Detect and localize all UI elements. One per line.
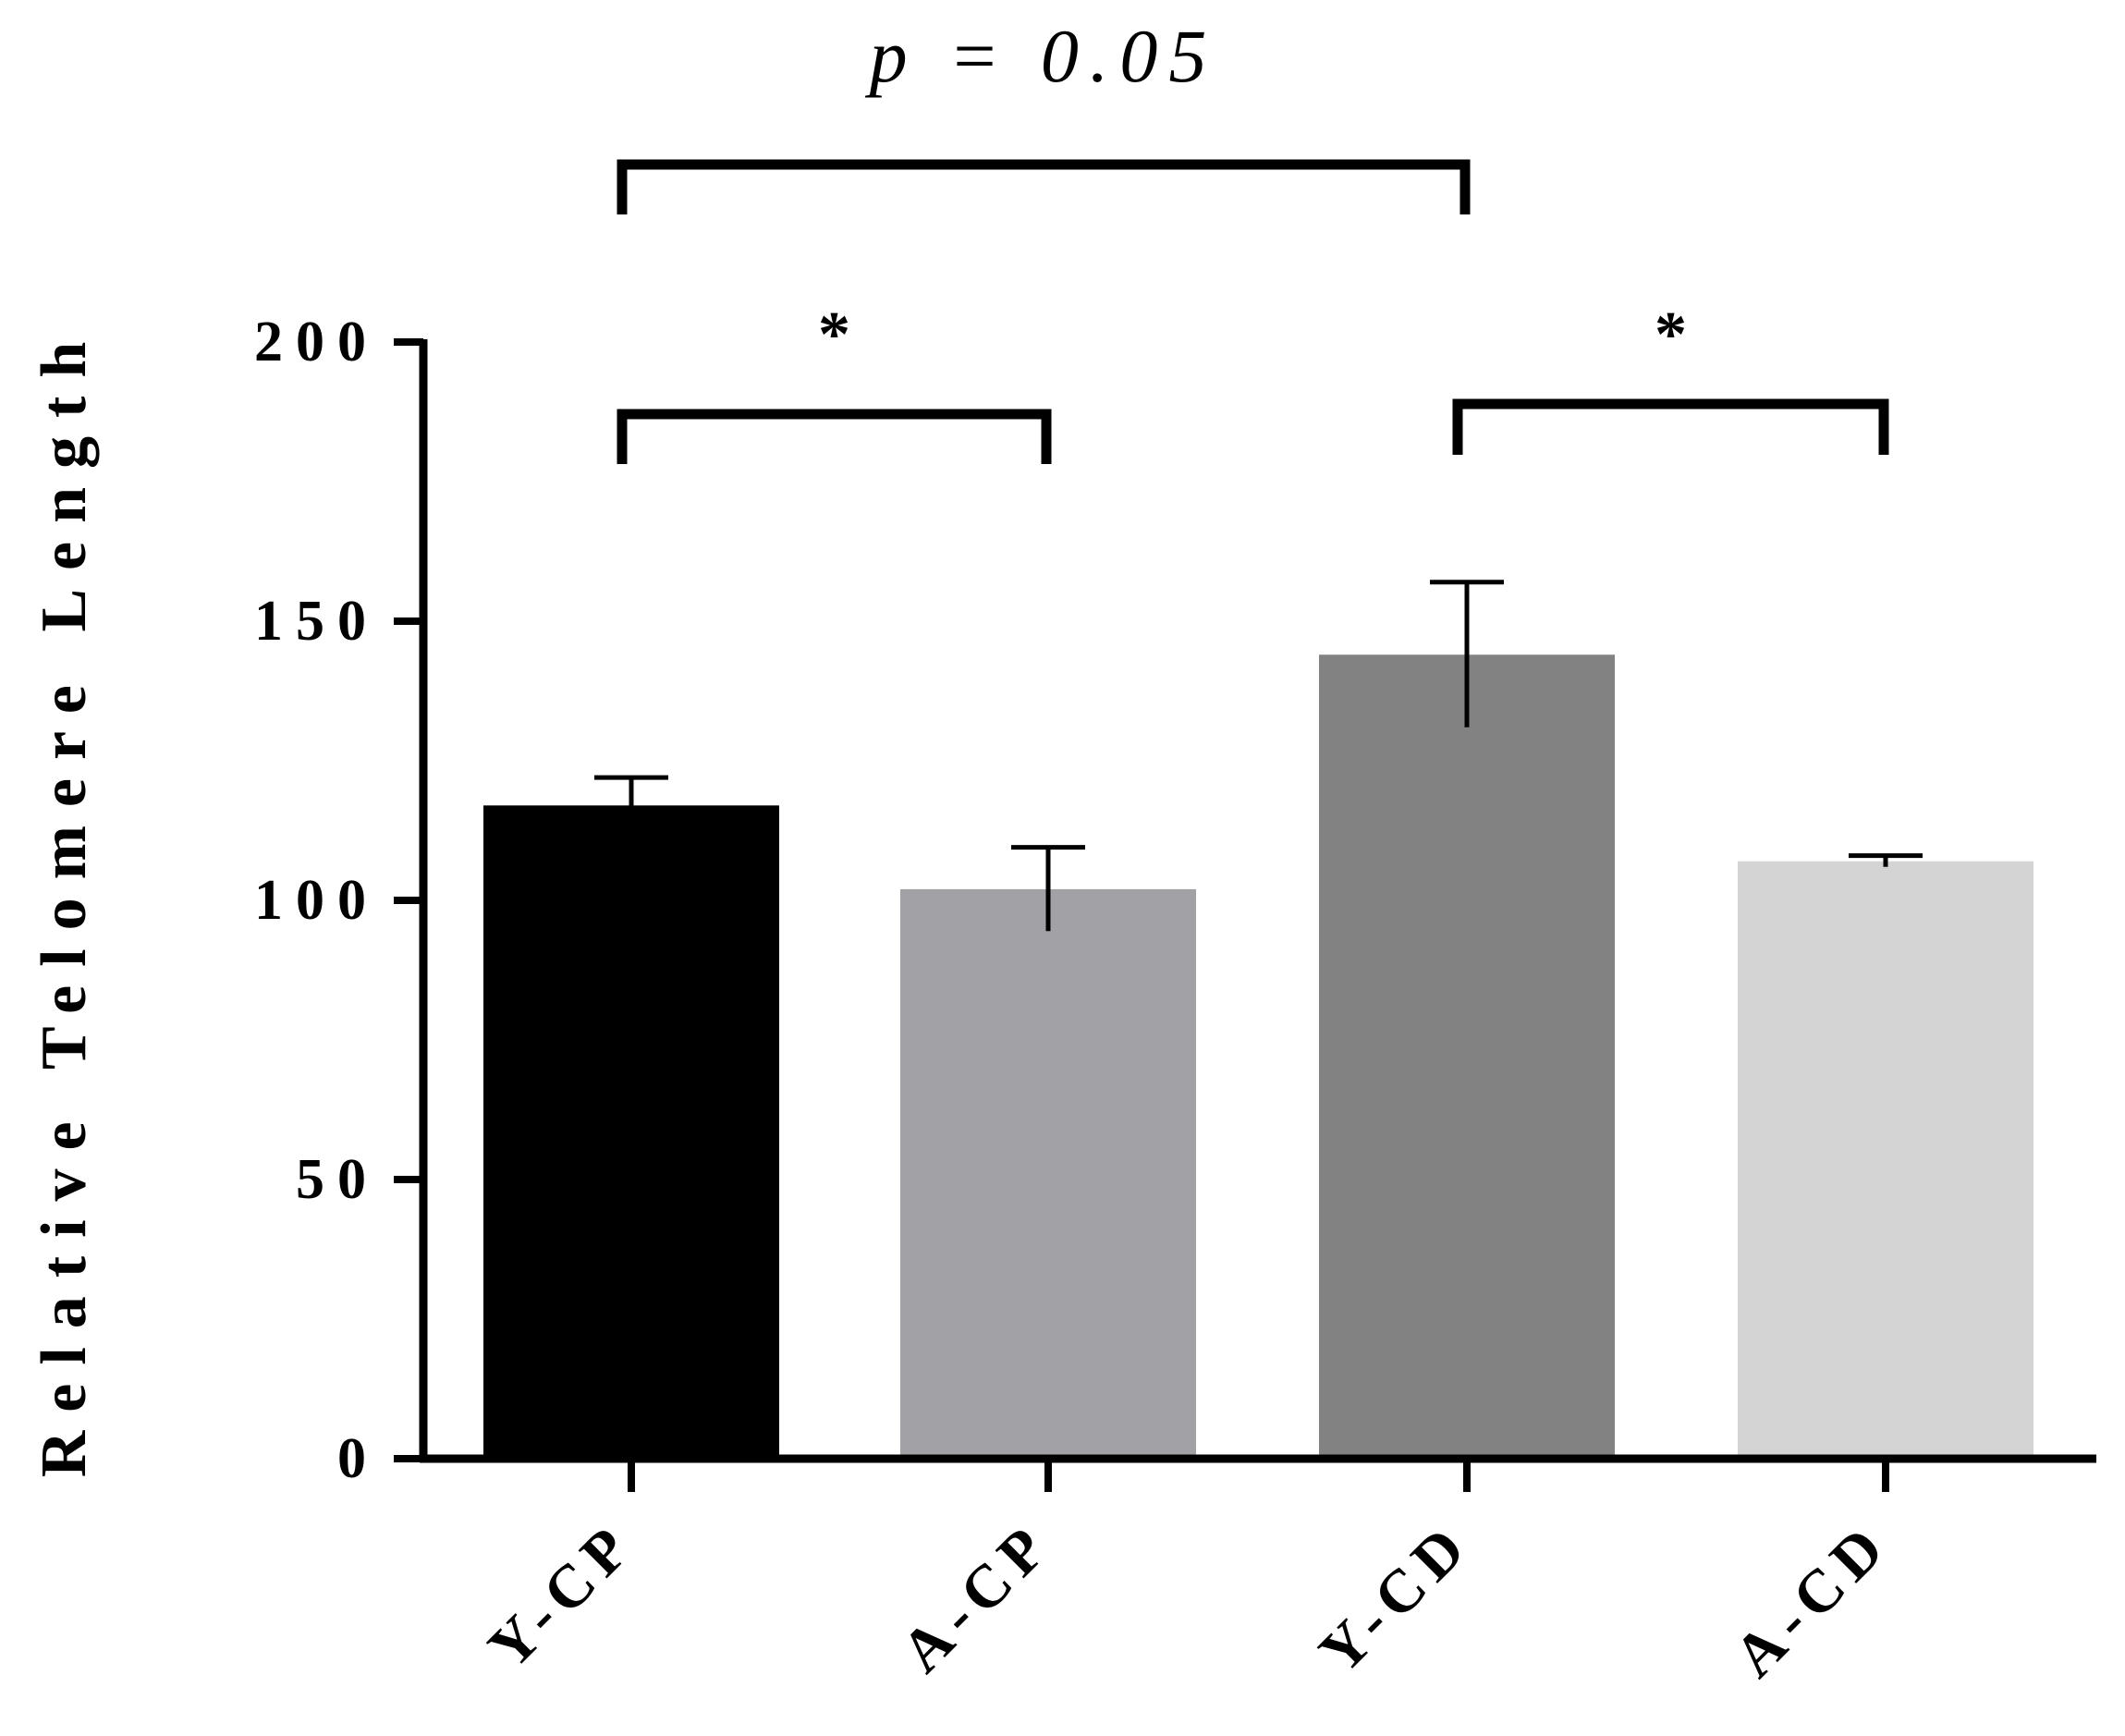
x-tick-label-a-cd: A-CD <box>1721 1509 1903 1691</box>
x-tick-label-y-cp: Y-CP <box>476 1509 649 1681</box>
significance-label-1: p = 0.05 <box>865 14 1218 98</box>
bar-a-cd <box>1738 861 2033 1459</box>
significance-annotations: p = 0.05 * * <box>617 14 1889 464</box>
significance-label-2: * <box>818 300 850 371</box>
y-ticks: 0 50 100 150 200 <box>254 311 423 1490</box>
significance-label-3: * <box>1655 300 1687 371</box>
bars <box>483 654 2033 1459</box>
x-ticks: Y-CP A-CP Y-CD A-CD <box>476 1459 1903 1691</box>
significance-bracket-3 <box>1452 398 1889 455</box>
x-tick-label-y-cd: Y-CD <box>1306 1509 1484 1686</box>
bar-a-cp <box>900 888 1196 1459</box>
significance-bracket-1 <box>617 159 1471 214</box>
y-tick-label-0: 0 <box>337 1427 379 1490</box>
y-tick-label-200: 200 <box>254 311 379 373</box>
y-tick-label-150: 150 <box>254 590 379 653</box>
significance-bracket-2 <box>617 409 1052 464</box>
y-axis-label: Relative Telomere Length <box>29 324 100 1478</box>
y-tick-label-100: 100 <box>254 869 379 932</box>
bar-y-cp <box>483 805 779 1459</box>
error-bars <box>594 580 1923 932</box>
y-tick-label-50: 50 <box>296 1148 379 1211</box>
x-tick-label-a-cp: A-CP <box>888 1509 1065 1685</box>
bar-y-cd <box>1319 654 1615 1459</box>
